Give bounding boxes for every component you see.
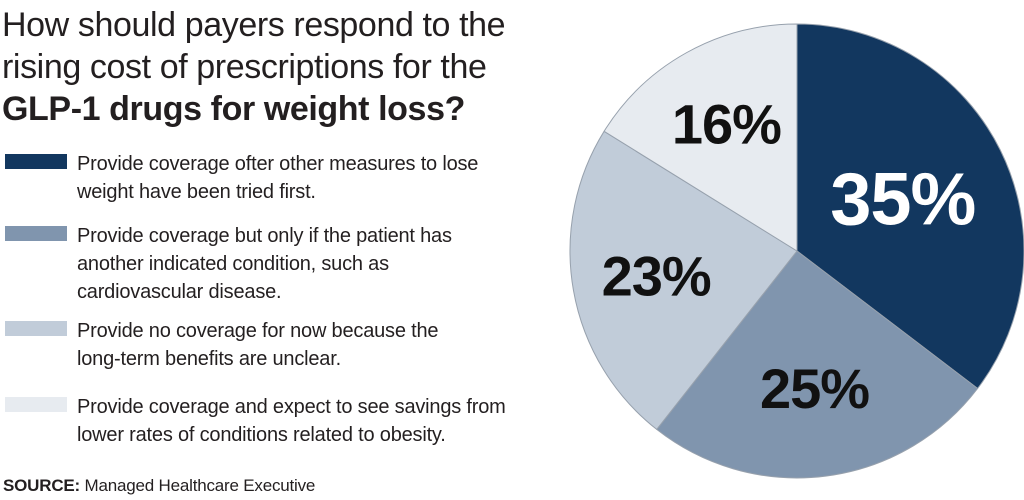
- legend-label: Provide coverage but only if the patient…: [77, 225, 452, 303]
- legend-label: Provide coverage and expect to see savin…: [77, 396, 506, 446]
- pie-label-23%: 23%: [602, 244, 711, 307]
- legend-item-coverage-expect-savings: Provide coverage and expect to see savin…: [5, 393, 506, 449]
- title-line-2: rising cost of prescriptions for the: [2, 48, 487, 86]
- pie-chart: 35% 25% 23% 16%: [569, 23, 1024, 479]
- chart-title: How should payers respond to the rising …: [2, 4, 506, 130]
- source-line: SOURCE: Managed Healthcare Executive: [3, 476, 315, 496]
- legend-label: Provide no coverage for now because the …: [77, 320, 439, 370]
- pie-slice-25%: [656, 250, 979, 479]
- legend-swatch-light-blue: [5, 321, 67, 336]
- title-line-1: How should payers respond to the: [2, 6, 506, 44]
- pie-label-25%: 25%: [760, 357, 869, 420]
- pie-slice-35%: [796, 23, 1024, 389]
- legend-item-coverage-after-other-measures: Provide coverage ofter other measures to…: [5, 150, 478, 206]
- legend-item-no-coverage-for-now: Provide no coverage for now because the …: [5, 317, 439, 373]
- pie-label-16%: 16%: [672, 93, 781, 156]
- legend-label: Provide coverage ofter other measures to…: [77, 153, 479, 203]
- title-line-3: GLP-1 drugs for weight loss?: [2, 90, 465, 128]
- pie-slice-23%: [569, 130, 798, 430]
- pie-slice-16%: [603, 23, 798, 252]
- legend-swatch-slate: [5, 226, 67, 241]
- pie-label-35%: 35%: [830, 158, 975, 241]
- source-text: Managed Healthcare Executive: [80, 476, 316, 495]
- legend-swatch-navy: [5, 154, 67, 169]
- legend-item-coverage-if-indicated-condition: Provide coverage but only if the patient…: [5, 222, 452, 306]
- legend-swatch-pale-gray: [5, 397, 67, 412]
- source-label: SOURCE:: [3, 476, 80, 495]
